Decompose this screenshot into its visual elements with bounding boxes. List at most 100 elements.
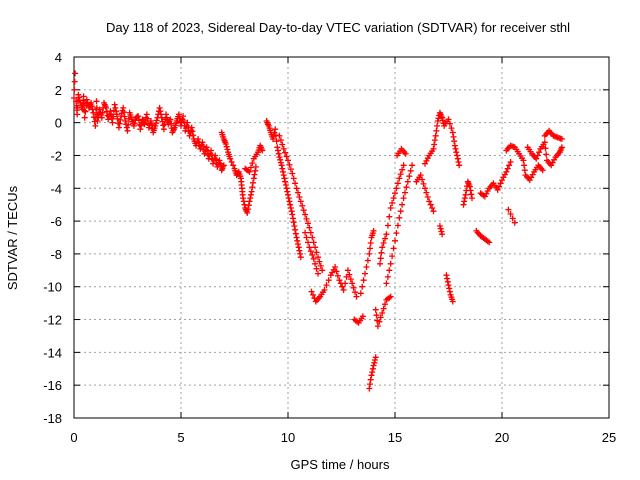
data-point xyxy=(153,120,159,127)
data-point xyxy=(396,214,403,221)
data-point xyxy=(278,162,285,169)
data-point xyxy=(163,114,170,121)
data-point xyxy=(295,189,301,196)
data-point xyxy=(246,168,253,175)
data-point xyxy=(250,175,257,182)
data-point xyxy=(292,230,299,237)
data-point xyxy=(462,191,469,198)
data-point xyxy=(386,213,393,220)
data-point xyxy=(80,93,87,100)
data-point xyxy=(422,185,428,192)
x-tick-label: 0 xyxy=(70,430,77,445)
data-point xyxy=(451,142,458,149)
data-point xyxy=(319,267,326,274)
data-point xyxy=(451,138,458,145)
data-points xyxy=(71,70,565,392)
data-point xyxy=(120,104,127,111)
data-point xyxy=(359,283,366,290)
data-point xyxy=(110,113,117,120)
data-point xyxy=(247,195,254,202)
data-point xyxy=(427,201,434,208)
data-point xyxy=(407,167,414,174)
data-point xyxy=(374,323,381,330)
data-point xyxy=(422,160,428,167)
data-point xyxy=(289,211,296,218)
data-point xyxy=(461,198,468,205)
data-point xyxy=(438,228,445,235)
data-point xyxy=(344,267,351,274)
data-point xyxy=(380,240,387,246)
data-point xyxy=(467,187,474,194)
data-point xyxy=(111,101,118,108)
data-point xyxy=(376,318,383,325)
data-point xyxy=(223,143,230,150)
data-point xyxy=(372,306,379,313)
data-point xyxy=(131,120,138,127)
data-point xyxy=(357,290,364,297)
data-point xyxy=(302,229,309,236)
data-point xyxy=(305,220,311,227)
data-point xyxy=(369,369,376,376)
data-point xyxy=(75,91,82,98)
data-point xyxy=(397,208,404,215)
data-point xyxy=(379,244,386,251)
data-point xyxy=(249,184,256,191)
data-point xyxy=(280,172,287,179)
data-point xyxy=(277,156,284,163)
data-point xyxy=(71,86,78,93)
data-point xyxy=(190,132,197,139)
data-point xyxy=(461,195,468,202)
data-point xyxy=(141,121,148,128)
data-point xyxy=(287,166,294,173)
data-point xyxy=(520,157,527,164)
data-point xyxy=(124,127,131,134)
data-point xyxy=(305,239,311,246)
data-point xyxy=(303,234,310,241)
data-point xyxy=(371,359,378,366)
data-point xyxy=(98,114,105,121)
data-point xyxy=(228,159,235,165)
data-point xyxy=(366,250,373,257)
data-point xyxy=(167,116,174,123)
data-point xyxy=(432,132,439,139)
data-point xyxy=(431,137,438,144)
data-point xyxy=(93,98,100,105)
data-point xyxy=(543,151,550,158)
data-point xyxy=(394,222,401,229)
data-point xyxy=(286,161,293,168)
data-point xyxy=(521,167,528,174)
data-point xyxy=(281,175,288,182)
data-point xyxy=(315,254,321,261)
data-point xyxy=(90,109,97,116)
data-point xyxy=(285,191,291,198)
data-point xyxy=(450,133,457,140)
data-point xyxy=(404,178,411,185)
data-point xyxy=(88,99,95,106)
y-tick-label: -14 xyxy=(43,345,62,360)
data-point xyxy=(439,231,446,238)
data-point xyxy=(94,118,101,124)
y-tick-label: 2 xyxy=(55,83,62,98)
data-point xyxy=(333,268,340,275)
data-point xyxy=(382,235,388,242)
data-point xyxy=(250,179,256,186)
data-point xyxy=(400,162,407,169)
data-point xyxy=(285,195,292,202)
data-point xyxy=(245,206,252,213)
data-point xyxy=(369,365,376,372)
data-point xyxy=(307,229,314,236)
data-point xyxy=(114,115,121,122)
data-point xyxy=(536,149,543,156)
data-point xyxy=(295,244,302,251)
data-point xyxy=(372,354,379,361)
data-point xyxy=(539,167,546,174)
data-point xyxy=(449,298,456,305)
data-point xyxy=(394,180,401,187)
data-point xyxy=(299,202,306,209)
data-point xyxy=(306,224,313,231)
data-point xyxy=(130,122,137,129)
data-point xyxy=(184,119,191,126)
data-point xyxy=(297,254,304,261)
y-axis-label: SDTVAR / TECUs xyxy=(5,185,20,290)
data-point xyxy=(393,230,400,237)
